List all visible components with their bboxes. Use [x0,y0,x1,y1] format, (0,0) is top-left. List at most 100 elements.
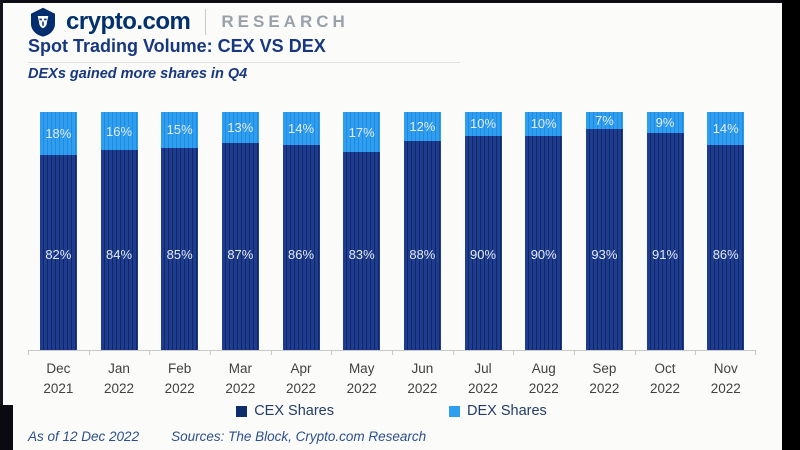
x-label-year: 2022 [650,380,681,396]
x-label-year: 2022 [589,380,620,396]
stacked-bar: 13% 87% [221,112,259,350]
x-label-month: Jan [108,361,130,376]
x-axis-label: Sep 2022 [574,350,635,398]
x-axis-label: Dec 2021 [28,350,89,398]
x-axis-label: May 2022 [331,350,392,398]
dex-value-label: 15% [166,122,193,138]
bar-cell: 17% 83% [331,112,392,350]
x-axis: Dec 2021 Jan 2022 Feb 2022 Mar 2022 Apr 2022 May 20… [28,350,756,398]
stacked-bar: 15% 85% [161,112,199,350]
cex-swatch [236,405,248,417]
x-axis-label: Jul 2022 [452,350,514,398]
dex-segment: 17% [343,112,381,153]
x-axis-label: Oct 2022 [634,350,696,398]
dex-value-label: 17% [348,124,375,140]
x-label-month: Sep [592,361,617,376]
chart-title: Spot Trading Volume: CEX VS DEX [28,36,460,63]
cex-segment: 93% [585,128,623,350]
x-label-year: 2022 [164,380,195,396]
cex-value-label: 86% [288,246,315,262]
x-label-month: Apr [290,361,312,376]
x-label-month: Feb [168,361,192,376]
stacked-bar: 12% 88% [403,112,441,350]
x-axis-label: Feb 2022 [149,350,210,398]
x-label-year: 2022 [346,380,377,396]
brand-name: crypto.com [66,8,191,35]
dex-segment: 18% [39,112,77,155]
bar-cell: 13% 87% [210,112,271,350]
x-label-year: 2022 [225,380,256,396]
x-axis-label: Mar 2022 [210,350,271,398]
x-label-year: 2022 [407,380,438,396]
dex-value-label: 13% [227,119,254,135]
dex-value-label: 14% [712,121,739,137]
chart-subtitle: DEXs gained more shares in Q4 [28,66,248,82]
x-label-month: Mar [228,361,252,376]
cex-value-label: 86% [712,246,739,262]
bar-cell: 16% 84% [89,112,150,350]
x-label-year: 2022 [286,380,317,396]
dex-segment: 15% [161,112,199,148]
bar-cell: 7% 93% [574,112,635,350]
cex-value-label: 87% [227,246,254,262]
bar-cell: 14% 86% [695,112,756,350]
dex-segment: 10% [464,112,502,136]
cex-value-label: 83% [348,246,375,262]
cex-segment: 90% [464,135,502,350]
stacked-bar: 16% 84% [100,112,138,350]
stacked-bar: 17% 83% [343,112,381,350]
cex-value-label: 91% [652,246,679,262]
bar-cell: 14% 86% [271,112,332,350]
bar-cell: 12% 88% [392,112,453,350]
cex-segment: 84% [100,150,138,350]
dex-value-label: 10% [470,116,497,132]
legend-label: CEX Shares [254,403,334,419]
x-label-month: Nov [713,361,738,376]
cex-segment: 88% [403,140,441,350]
x-axis-label: Jun 2022 [392,350,453,398]
x-label-year: 2021 [43,380,74,396]
dex-segment: 14% [707,112,745,146]
x-label-year: 2022 [103,380,135,396]
frame-corner-notch [0,405,13,450]
stacked-bar: 7% 93% [585,112,623,350]
as-of-date: As of 12 Dec 2022 [28,429,140,444]
stacked-bar: 10% 90% [464,112,502,350]
stacked-bar: 9% 91% [646,112,684,350]
cex-segment: 86% [707,145,745,350]
legend-label: DEX Shares [467,403,547,419]
cex-segment: 90% [525,135,563,350]
x-label-month: Dec [46,361,71,376]
legend-item-dex: DEX Shares [449,403,547,419]
x-axis-label: Jan 2022 [88,350,150,398]
cex-segment: 87% [221,142,259,350]
x-axis-label: Apr 2022 [270,350,332,398]
cex-value-label: 88% [409,246,436,262]
x-axis-label: Aug 2022 [513,350,574,398]
x-label-year: 2022 [710,380,741,396]
stacked-bar: 14% 86% [707,112,745,350]
x-label-year: 2022 [468,380,499,396]
stacked-bar: 18% 82% [39,112,77,350]
stacked-bar: 14% 86% [282,112,320,350]
crypto-com-logo-icon [31,7,55,37]
x-label-month: Jul [474,361,492,376]
frame-border-right [782,0,800,450]
sources-note: Sources: The Block, Crypto.com Research [171,429,427,444]
dex-value-label: 18% [45,125,72,141]
bar-cell: 9% 91% [635,112,696,350]
dex-value-label: 14% [288,121,315,137]
footer: As of 12 Dec 2022 Sources: The Block, Cr… [28,429,426,444]
frame-border-left [0,0,3,450]
dex-value-label: 10% [530,116,557,132]
dex-segment: 12% [403,112,441,141]
bar-cell: 15% 85% [149,112,210,350]
dex-segment: 13% [221,112,259,143]
bar-cell: 10% 90% [453,112,514,350]
x-label-month: Oct [654,361,676,376]
x-label-year: 2022 [528,380,559,396]
cex-segment: 85% [161,147,199,350]
legend-item-cex: CEX Shares [236,403,334,419]
chart-legend: CEX Shares DEX Shares [0,403,783,419]
